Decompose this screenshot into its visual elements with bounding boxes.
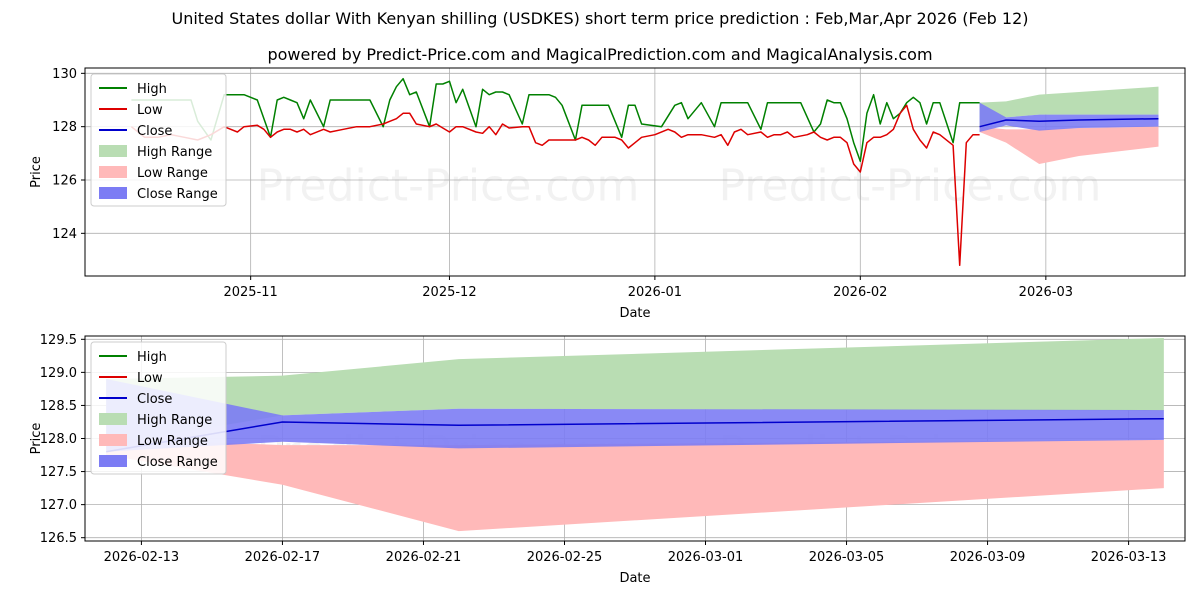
legend-label-high-range-bottom: High Range bbox=[137, 413, 212, 428]
legend-label-low-range-bottom: Low Range bbox=[137, 434, 208, 449]
x-tick-label-bottom-2026-03-05: 2026-03-05 bbox=[809, 550, 885, 565]
x-tick-label-bottom-2026-03-09: 2026-03-09 bbox=[950, 550, 1026, 565]
x-tick-label-bottom-2026-02-13: 2026-02-13 bbox=[104, 550, 180, 565]
legend-label-high-range-top: High Range bbox=[137, 145, 212, 160]
y-tick-label-top-128: 128 bbox=[52, 120, 77, 135]
y-tick-label-bottom-129-0: 129.0 bbox=[40, 366, 77, 381]
y-tick-label-bottom-127-5: 127.5 bbox=[40, 465, 77, 480]
legend-label-close-range-bottom: Close Range bbox=[137, 455, 218, 470]
legend-label-low-range-top: Low Range bbox=[137, 166, 208, 181]
y-tick-label-top-124: 124 bbox=[52, 227, 77, 242]
legend-top: High Low Close High Range Low Range Close Ran… bbox=[90, 73, 227, 207]
legend-label-high-bottom: High bbox=[137, 350, 167, 365]
legend-label-low-top: Low bbox=[137, 103, 163, 118]
legend-swatch-high-range-bottom bbox=[99, 413, 127, 425]
x-tick-label-bottom-2026-03-01: 2026-03-01 bbox=[668, 550, 744, 565]
y-tick-label-bottom-128-5: 128.5 bbox=[40, 399, 77, 414]
legend-swatch-low-range-top bbox=[99, 166, 127, 178]
legend-label-close-range-top: Close Range bbox=[137, 187, 218, 202]
legend-swatch-low-range-bottom bbox=[99, 434, 127, 446]
high-line-top bbox=[131, 77, 980, 163]
legend-swatch-close-range-top bbox=[99, 187, 127, 199]
close-range-band-bottom bbox=[106, 378, 1164, 452]
legend-bottom: High Low Close High Range Low Range Close Ran… bbox=[90, 341, 227, 475]
x-tick-label-bottom-2026-03-13: 2026-03-13 bbox=[1091, 550, 1167, 565]
y-tick-label-top-130: 130 bbox=[52, 67, 77, 82]
y-axis-label-top: Price bbox=[29, 156, 44, 188]
legend-swatch-close-range-bottom bbox=[99, 455, 127, 467]
x-tick-label-top-2025-11: 2025-11 bbox=[223, 285, 277, 300]
x-axis-label-top: Date bbox=[619, 306, 650, 321]
legend-label-high-top: High bbox=[137, 82, 167, 97]
close-range-band-top bbox=[979, 102, 1159, 132]
x-tick-label-top-2026-03: 2026-03 bbox=[1019, 285, 1073, 300]
y-tick-label-bottom-126-5: 126.5 bbox=[40, 531, 77, 546]
close-line-top bbox=[979, 117, 1159, 128]
low-range-band-top bbox=[979, 126, 1159, 164]
plot-area-bottom bbox=[106, 337, 1164, 532]
plot-area-top bbox=[130, 77, 1159, 267]
x-tick-label-bottom-2026-02-25: 2026-02-25 bbox=[527, 550, 603, 565]
chart-bottom: Predict-Price.comPredict-Price.com126.51… bbox=[29, 333, 1186, 586]
legend-swatch-high-range-top bbox=[99, 145, 127, 157]
x-tick-label-top-2026-01: 2026-01 bbox=[628, 285, 682, 300]
low-range-band-bottom bbox=[106, 438, 1164, 532]
axes-frame-top bbox=[84, 67, 1186, 277]
high-range-band-top bbox=[979, 86, 1159, 130]
watermark-top: Predict-Price.com Predict-Price.com bbox=[257, 160, 1102, 211]
watermark-text-top-0: Predict-Price.com bbox=[257, 160, 640, 211]
x-tick-label-top-2026-02: 2026-02 bbox=[833, 285, 887, 300]
watermark-text-top-1: Predict-Price.com bbox=[719, 160, 1102, 211]
x-tick-label-bottom-2026-02-21: 2026-02-21 bbox=[386, 550, 462, 565]
y-tick-label-top-126: 126 bbox=[52, 174, 77, 189]
low-line-top bbox=[130, 104, 980, 267]
y-axis-label-bottom: Price bbox=[29, 423, 44, 455]
legend-label-low-bottom: Low bbox=[137, 371, 163, 386]
x-tick-label-bottom-2026-02-17: 2026-02-17 bbox=[245, 550, 321, 565]
chart-title: United States dollar With Kenyan shillin… bbox=[171, 9, 1029, 28]
legend-label-close-bottom: Close bbox=[137, 392, 172, 407]
high-range-band-bottom bbox=[106, 337, 1164, 446]
y-tick-label-bottom-129-5: 129.5 bbox=[40, 333, 77, 348]
y-tick-label-bottom-128-0: 128.0 bbox=[40, 432, 77, 447]
x-tick-label-top-2025-12: 2025-12 bbox=[422, 285, 476, 300]
chart-top: Predict-Price.com Predict-Price.com 124 126… bbox=[29, 67, 1186, 321]
x-axis-label-bottom: Date bbox=[619, 571, 650, 586]
chart-subtitle: powered by Predict-Price.com and Magical… bbox=[267, 45, 933, 64]
legend-label-close-top: Close bbox=[137, 124, 172, 139]
y-tick-label-bottom-127-0: 127.0 bbox=[40, 498, 77, 513]
